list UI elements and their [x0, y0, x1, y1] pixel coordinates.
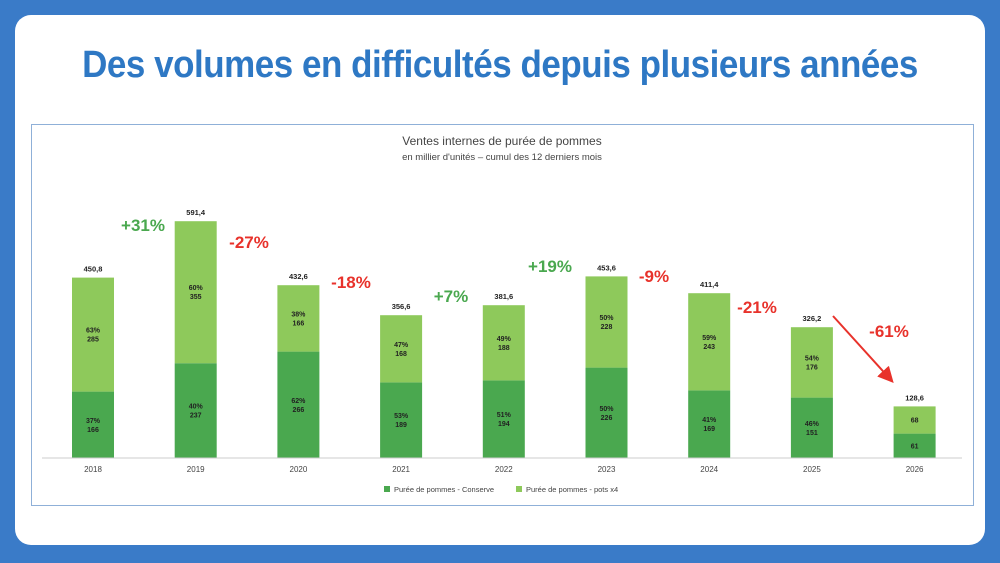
bar-conserve-2020 [277, 351, 320, 458]
legend-label-0: Purée de pommes - Conserve [394, 485, 494, 494]
label-pots-2020: 38% 166 [291, 311, 306, 327]
tick-2023: 2023 [598, 465, 616, 474]
total-label-2022: 381,6 [494, 292, 513, 301]
bar-pots-2025 [790, 327, 833, 398]
label-conserve-2022: 51% 194 [497, 412, 512, 428]
bar-pots-2021 [380, 315, 423, 383]
tick-2019: 2019 [187, 465, 205, 474]
label-conserve-2025: 46% 151 [805, 421, 820, 437]
label-pots-2026: 68 [911, 418, 919, 425]
label-pots-2024: 59% 243 [702, 335, 717, 351]
label-pots-2025: 54% 176 [805, 355, 820, 371]
tick-2022: 2022 [495, 465, 513, 474]
label-conserve-2024: 41% 169 [702, 417, 717, 433]
bar-conserve-2026 [893, 433, 936, 458]
legend-swatch-1 [516, 486, 522, 492]
x-ticks: 2018 2019 2020 2021 2022 2023 2024 2025 2026 [84, 465, 924, 474]
slide-headline: Des volumes en difficultés depuis plusie… [82, 44, 918, 86]
total-label-2020: 432,6 [289, 272, 308, 281]
label-conserve-2021: 53% 189 [394, 413, 409, 429]
tick-2018: 2018 [84, 465, 102, 474]
legend: Purée de pommes - Conserve Purée de pomme… [384, 485, 618, 494]
bar-conserve-2018 [72, 391, 114, 458]
tick-2020: 2020 [290, 465, 308, 474]
tick-2021: 2021 [392, 465, 410, 474]
label-pots-2019: 60% 355 [189, 285, 204, 301]
bar-pots-2018 [72, 277, 114, 392]
total-label-2026: 128,6 [905, 393, 924, 402]
chart-title: Ventes internes de purée de pommes [402, 134, 601, 148]
bar-pots-2026 [893, 406, 936, 434]
bar-conserve-2024 [688, 390, 731, 458]
chart-frame: Ventes internes de purée de pommes en mi… [31, 124, 974, 506]
total-label-2023: 453,6 [597, 263, 616, 272]
total-label-2024: 411,4 [700, 280, 719, 289]
chart-subtitle: en millier d'unités – cumul des 12 derni… [402, 152, 602, 163]
label-pots-2021: 47% 168 [394, 342, 409, 358]
bar-conserve-2022 [482, 380, 525, 458]
total-label-2019: 591,4 [186, 208, 206, 217]
total-label-2025: 326,2 [803, 314, 822, 323]
bar-pots-2024 [688, 293, 731, 391]
label-conserve-2026: 61 [911, 443, 919, 450]
tick-2024: 2024 [700, 465, 718, 474]
bar-pots-2023 [585, 276, 628, 368]
bar-conserve-2025 [790, 397, 833, 458]
label-pots-2018: 63% 285 [86, 328, 101, 344]
bar-pots-2019 [174, 221, 217, 364]
total-label-2018: 450,8 [84, 265, 103, 274]
label-conserve-2020: 62% 266 [291, 398, 306, 414]
total-label-2021: 356,6 [392, 302, 411, 311]
legend-label-1: Purée de pommes - pots x4 [526, 485, 618, 494]
stacked-bar-chart: Ventes internes de purée de pommes en mi… [42, 134, 962, 494]
bar-pots-2022 [482, 305, 525, 381]
tick-2026: 2026 [906, 465, 924, 474]
label-pots-2022: 49% 188 [497, 336, 512, 352]
label-conserve-2018: 37% 166 [86, 418, 101, 434]
bar-conserve-2023 [585, 367, 628, 458]
label-conserve-2023: 50% 226 [599, 406, 614, 422]
bar-pots-2020 [277, 285, 320, 352]
tick-2025: 2025 [803, 465, 821, 474]
label-pots-2023: 50% 228 [599, 315, 614, 331]
bars-group: 37% 166 63% 285 450,8 40% 237 60% 355 591,4 62% 266… [72, 208, 936, 458]
bar-conserve-2019 [174, 363, 217, 458]
bar-conserve-2021 [380, 382, 423, 458]
label-conserve-2019: 40% 237 [189, 404, 204, 420]
legend-swatch-0 [384, 486, 390, 492]
